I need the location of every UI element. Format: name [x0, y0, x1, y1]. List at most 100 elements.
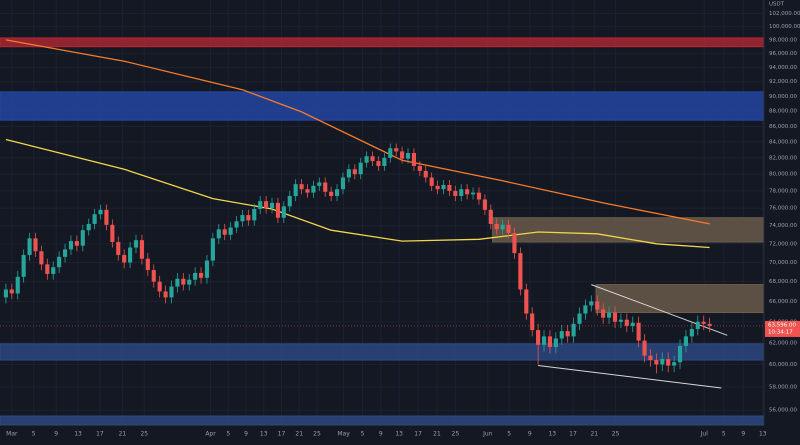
candle-body	[417, 165, 422, 171]
candle-body	[630, 322, 635, 326]
y-tick-label: 100,000.00	[769, 24, 800, 30]
candle-body	[74, 241, 79, 246]
x-tick-label: Mar	[6, 431, 18, 438]
x-tick-label: 21	[590, 431, 598, 438]
zone	[0, 37, 765, 48]
candle-body	[305, 189, 310, 193]
x-tick-label: 25	[452, 431, 460, 438]
y-tick-label: 68,000.00	[769, 279, 797, 285]
candle-body	[86, 223, 91, 231]
candle-body	[482, 199, 487, 210]
candle-body	[234, 221, 239, 228]
candle-body	[364, 156, 369, 163]
candle-body	[642, 340, 647, 356]
y-tick-label: 58,000.00	[769, 384, 797, 390]
y-tick-label: 70,000.00	[769, 260, 797, 266]
candle-body	[128, 247, 133, 263]
candle-body	[258, 201, 263, 209]
candle-body	[340, 177, 346, 190]
candle-body	[441, 184, 446, 190]
overlays	[5, 39, 728, 389]
moving-average	[5, 39, 710, 225]
candle-body	[269, 202, 275, 209]
candle-body	[323, 182, 328, 192]
candle-body	[122, 254, 127, 263]
candle-body	[524, 289, 529, 314]
candle-body	[707, 323, 712, 326]
x-tick-label: 9	[741, 431, 745, 438]
x-tick-label: 13	[395, 431, 403, 438]
x-tick-label: 9	[54, 431, 58, 438]
candle-body	[400, 151, 405, 159]
x-tick-label: May	[337, 431, 350, 438]
candle-body	[607, 312, 612, 318]
candle-body	[62, 249, 68, 257]
x-tick-label: Jun	[482, 431, 493, 438]
x-tick-label: 25	[612, 431, 620, 438]
candle-body	[500, 224, 505, 230]
candle-body	[370, 156, 375, 162]
candle-body	[293, 184, 298, 197]
candle-body	[518, 253, 523, 290]
candle-body	[80, 230, 85, 246]
candle-body	[547, 336, 553, 348]
candle-body	[382, 157, 387, 166]
candle-body	[68, 241, 74, 250]
zone	[0, 91, 765, 121]
candle-body	[104, 209, 109, 225]
candle-body	[476, 192, 482, 200]
x-tick-label: 5	[226, 431, 230, 438]
candle-body	[311, 185, 316, 193]
candle-body	[654, 360, 659, 365]
x-tick-label: 25	[313, 431, 321, 438]
candle-body	[411, 153, 417, 166]
candle-body	[494, 223, 499, 230]
candle-body	[187, 279, 192, 285]
candles	[3, 143, 712, 374]
candle-body	[559, 331, 564, 339]
candle-body	[583, 305, 588, 314]
candle-body	[51, 267, 56, 274]
zone	[492, 217, 765, 243]
candle-body	[624, 319, 629, 326]
candle-body	[157, 281, 162, 292]
candle-body	[447, 184, 452, 191]
candle-body	[169, 286, 174, 298]
candle-body	[346, 169, 351, 178]
trendline	[538, 365, 722, 389]
x-tick-label: 13	[260, 431, 268, 438]
candle-body	[181, 278, 186, 285]
y-tick-label: 80,000.00	[769, 172, 797, 178]
y-tick-label: 60,000.00	[769, 362, 797, 368]
y-tick-label: 74,000.00	[769, 223, 797, 229]
currency-label: USDT	[769, 2, 785, 8]
candle-body	[435, 185, 440, 190]
candle-body	[222, 229, 227, 235]
x-tick-label: 13	[74, 431, 82, 438]
candle-body	[299, 184, 304, 190]
candle-body	[423, 170, 428, 178]
candle-body	[672, 362, 677, 366]
x-tick-label: 5	[722, 431, 726, 438]
candle-body	[139, 240, 144, 259]
candle-body	[204, 260, 210, 278]
candle-body	[163, 291, 168, 298]
candle-body	[376, 161, 381, 166]
candle-body	[553, 338, 558, 348]
x-tick-label: 13	[548, 431, 556, 438]
candle-body	[329, 191, 334, 197]
last-price-badge	[765, 320, 800, 337]
candle-body	[275, 202, 280, 218]
candle-body	[252, 208, 257, 221]
x-tick-label: 21	[295, 431, 303, 438]
candle-body	[459, 189, 464, 197]
zones	[0, 37, 765, 425]
candle-body	[193, 272, 198, 280]
x-tick-label: 9	[244, 431, 248, 438]
y-tick-label: 98,000.00	[769, 37, 797, 43]
candle-body	[352, 169, 357, 175]
candle-body	[589, 301, 594, 306]
candle-body	[21, 254, 26, 277]
y-tick-label: 72,000.00	[769, 241, 797, 247]
